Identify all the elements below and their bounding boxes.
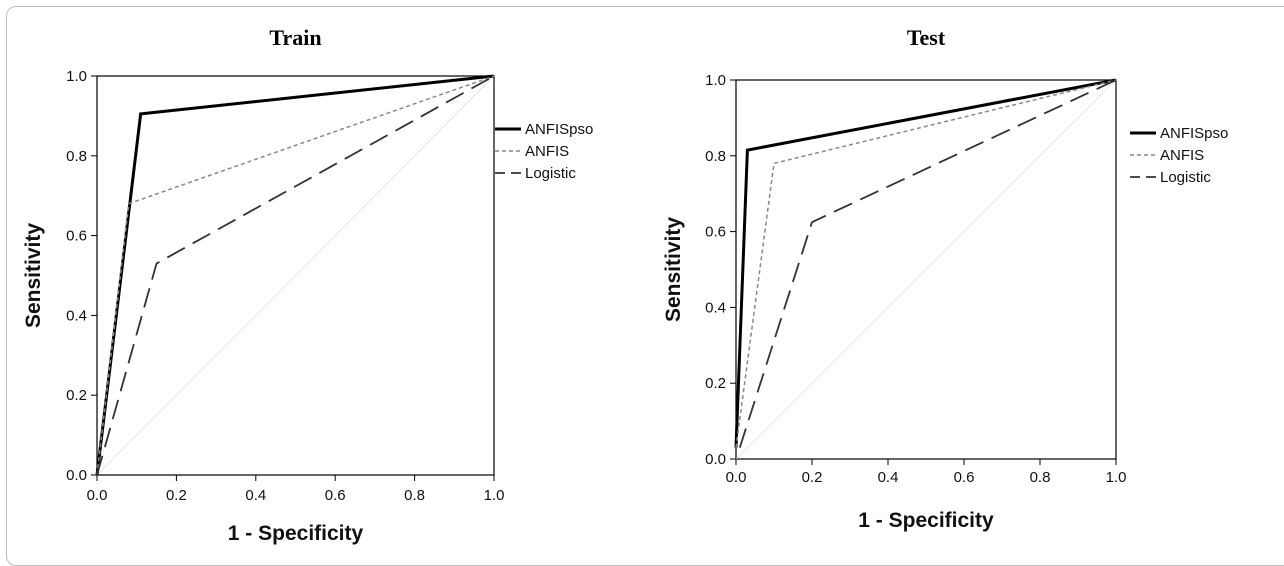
- y-tick-label: 0.4: [66, 307, 87, 324]
- y-tick-label: 1.0: [66, 68, 87, 85]
- chart-title: Train: [269, 25, 321, 50]
- x-tick-label: 0.0: [726, 469, 747, 486]
- legend-label-anfis: ANFIS: [1160, 147, 1204, 164]
- x-tick-label: 0.0: [87, 487, 108, 504]
- series-line-logistic: [738, 79, 1117, 448]
- x-tick-label: 0.6: [954, 469, 975, 486]
- x-tick-label: 0.4: [878, 469, 899, 486]
- x-axis-title: 1 - Specificity: [228, 522, 364, 545]
- chart-test: Test 0.0 0.2 0.4 0.6 0.8 1.0 0.0 0.2 0.4 0.6 0.8 1.0…: [662, 25, 1228, 532]
- legend-label-anfis: ANFIS: [525, 143, 569, 160]
- x-tick-label: 0.2: [802, 469, 823, 486]
- x-tick-label: 0.4: [245, 487, 266, 504]
- legend-label-anfispso: ANFISpso: [525, 121, 593, 138]
- reference-diagonal: [735, 79, 1117, 460]
- x-axis-title: 1 - Specificity: [858, 509, 994, 532]
- roc-figure: Train 0.0 0.2 0.4 0.6 0.8 1.0 0.0 0.2 0.4 0.6 0.8 1.…: [22, 25, 1228, 545]
- y-tick-label: 0.2: [66, 387, 87, 404]
- y-tick-label: 0.0: [66, 467, 87, 484]
- x-tick-label: 1.0: [1106, 469, 1127, 486]
- y-tick-label: 0.6: [705, 224, 726, 241]
- y-tick-label: 0.4: [705, 299, 726, 316]
- chart-title: Test: [907, 25, 946, 50]
- legend-label-anfispso: ANFISpso: [1160, 125, 1228, 142]
- series-line-anfis: [96, 75, 495, 476]
- y-tick-label: 0.8: [66, 148, 87, 165]
- reference-diagonal: [96, 75, 495, 476]
- y-axis-title: Sensitivity: [662, 217, 685, 322]
- x-tick-label: 1.0: [484, 487, 505, 504]
- plot-frame: [96, 75, 495, 476]
- y-axis-title: Sensitivity: [22, 223, 45, 328]
- plot-frame: [735, 79, 1117, 460]
- series-line-logistic: [96, 75, 495, 476]
- series-line-anfispso: [734, 78, 1117, 448]
- legend-label-logistic: Logistic: [525, 165, 576, 182]
- x-tick-label: 0.8: [1030, 469, 1051, 486]
- legend-label-logistic: Logistic: [1160, 169, 1211, 186]
- y-tick-label: 0.8: [705, 148, 726, 165]
- y-tick-label: 0.2: [705, 375, 726, 392]
- y-tick-label: 0.6: [66, 228, 87, 245]
- series-line-anfis: [735, 79, 1117, 448]
- x-tick-label: 0.2: [166, 487, 187, 504]
- x-tick-label: 0.8: [404, 487, 425, 504]
- x-tick-label: 0.6: [325, 487, 346, 504]
- y-tick-label: 1.0: [705, 72, 726, 89]
- y-tick-label: 0.0: [705, 451, 726, 468]
- chart-train: Train 0.0 0.2 0.4 0.6 0.8 1.0 0.0 0.2 0.4 0.6 0.8 1.…: [22, 25, 593, 545]
